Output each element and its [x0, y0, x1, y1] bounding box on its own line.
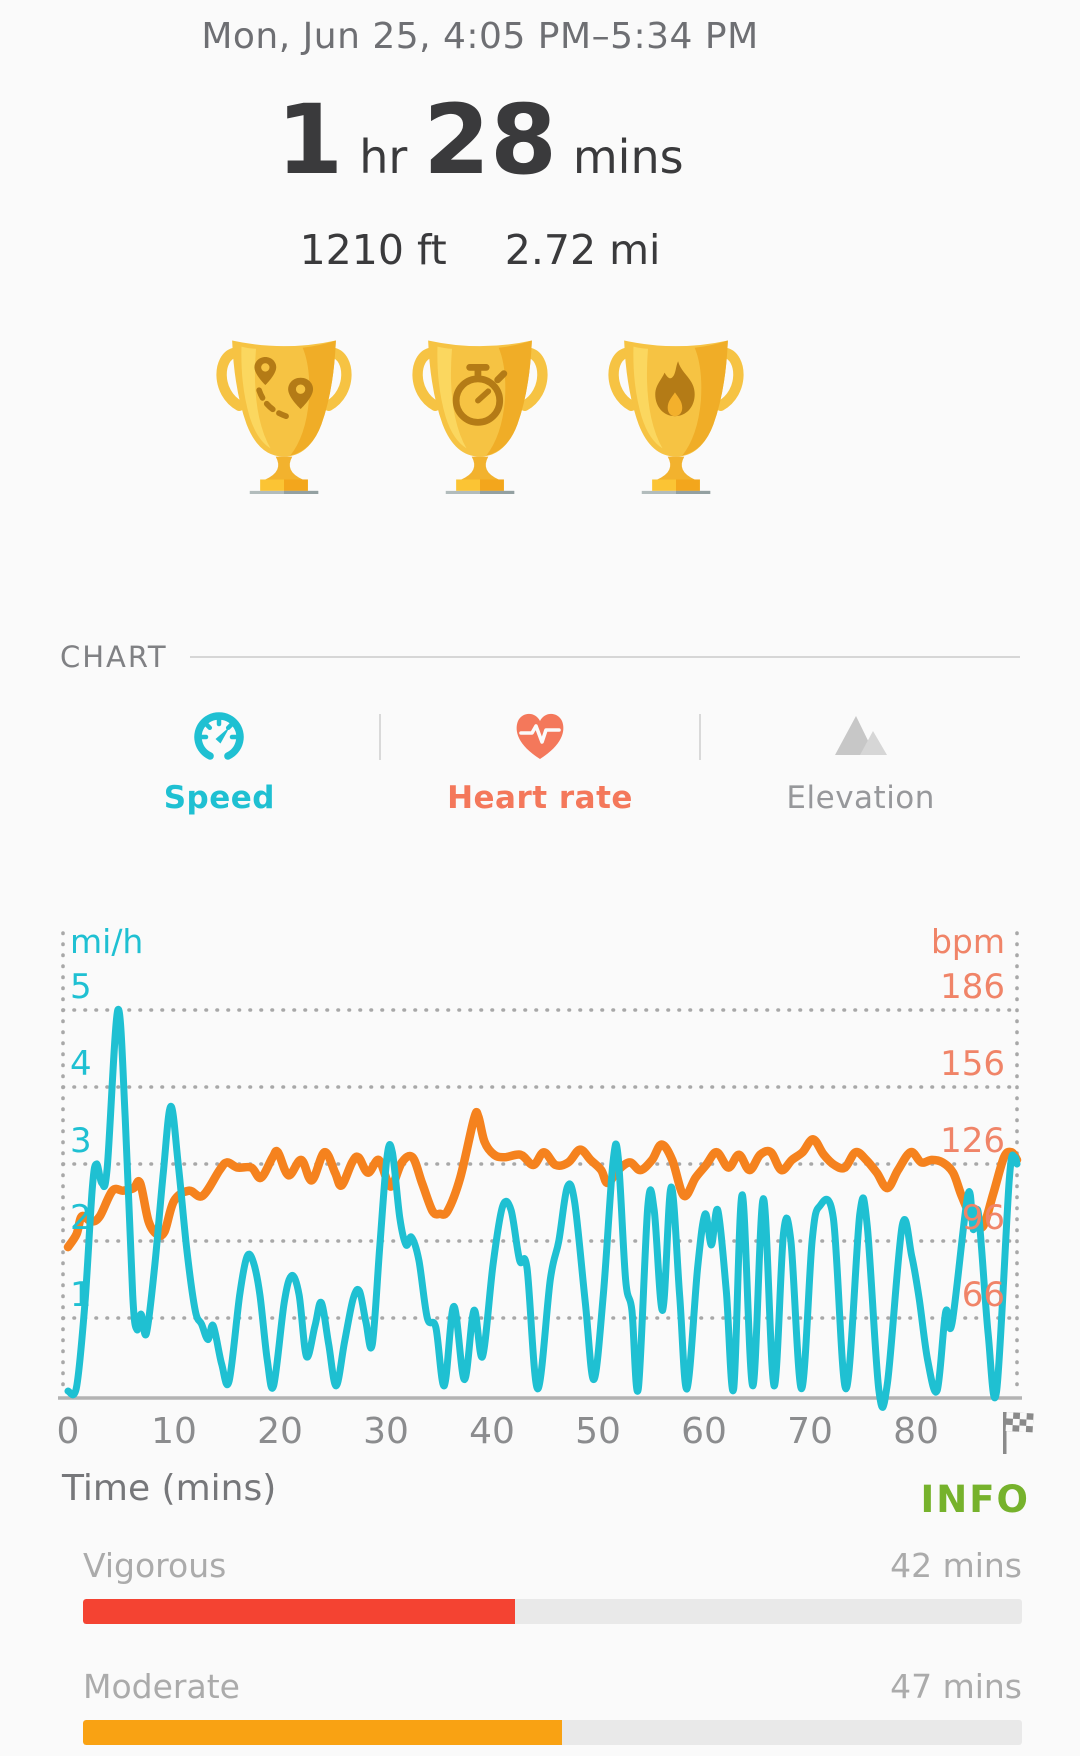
chart-tabs: Speed Heart rate Elevation: [60, 702, 1020, 816]
vigorous-label: Vigorous: [83, 1546, 227, 1585]
tab-elevation-label: Elevation: [786, 780, 935, 816]
x-axis-tick: 20: [257, 1411, 303, 1452]
chart-section-header: CHART: [60, 640, 1020, 674]
tab-speed-label: Speed: [163, 780, 275, 816]
achievement-trophies: [0, 328, 960, 494]
x-axis-tick: 60: [681, 1411, 727, 1452]
distance-value: 2.72 mi: [504, 226, 661, 274]
tab-heart-rate[interactable]: Heart rate: [381, 702, 700, 816]
duration-hours: 1: [276, 84, 344, 196]
x-axis-title: Time (mins): [62, 1468, 277, 1509]
speedometer-icon: [187, 702, 251, 768]
right-axis-unit: bpm: [931, 922, 1005, 961]
stopwatch-icon: [452, 364, 508, 426]
x-axis-tick: 70: [787, 1411, 833, 1452]
left-axis-tick: 2: [70, 1198, 92, 1238]
tab-elevation[interactable]: Elevation: [701, 702, 1020, 816]
series-speed: [64, 1005, 1021, 1411]
duration-hours-unit: hr: [359, 130, 408, 184]
activity-intensity-bars: Vigorous 42 mins Moderate 47 mins: [83, 1546, 1022, 1756]
route-distance-trophy[interactable]: [208, 328, 360, 494]
calories-trophy[interactable]: [600, 328, 752, 494]
tab-speed[interactable]: Speed: [60, 702, 379, 816]
right-axis-tick: 96: [962, 1198, 1005, 1238]
x-axis-tick: 80: [893, 1411, 939, 1452]
left-axis-tick: 5: [70, 967, 92, 1007]
vigorous-progress-fill: [83, 1599, 515, 1624]
x-axis-tick: 10: [151, 1411, 197, 1452]
right-axis-tick: 156: [940, 1044, 1005, 1084]
mountain-icon: [829, 702, 893, 768]
vigorous-progress-track: [83, 1599, 1022, 1624]
speed-heart-rate-chart: mi/h bpm 5 4 3 2 1 186 156 126 96 66 0 10 20 30 40 50 60 70…: [57, 922, 1022, 1452]
x-axis-tick: 40: [469, 1411, 515, 1452]
x-axis-tick: 0: [57, 1411, 80, 1452]
series-heart-rate: [63, 1107, 1022, 1252]
info-link[interactable]: INFO: [920, 1478, 1030, 1521]
elevation-gain-value: 1210 ft: [299, 226, 447, 274]
x-axis-tick: 50: [575, 1411, 621, 1452]
right-axis-tick: 66: [962, 1275, 1005, 1315]
moderate-minutes: 47 mins: [890, 1667, 1022, 1706]
duration-trophy[interactable]: [404, 328, 556, 494]
flame-icon: [655, 361, 695, 417]
moderate-progress-fill: [83, 1720, 562, 1745]
workout-datetime: Mon, Jun 25, 4:05 PM–5:34 PM: [201, 16, 759, 57]
x-axis-tick: 30: [363, 1411, 409, 1452]
right-axis-tick: 126: [940, 1121, 1005, 1161]
moderate-label: Moderate: [83, 1667, 240, 1706]
tab-divider: [699, 714, 702, 760]
vigorous-minutes: 42 mins: [890, 1546, 1022, 1585]
moderate-progress-track: [83, 1720, 1022, 1745]
left-axis-tick: 1: [70, 1275, 92, 1315]
left-axis-tick: 3: [70, 1121, 92, 1161]
chart-section-title: CHART: [60, 640, 168, 674]
finish-flag-icon: [994, 1408, 1040, 1456]
tab-heart-rate-label: Heart rate: [447, 780, 633, 816]
right-axis-tick: 186: [940, 967, 1005, 1007]
duration-minutes-unit: mins: [572, 130, 684, 184]
vigorous-bar-row: Vigorous 42 mins: [83, 1546, 1022, 1624]
map-pins-route-icon: [254, 357, 314, 420]
section-divider: [189, 656, 1020, 658]
left-axis-unit: mi/h: [70, 922, 143, 961]
tab-divider: [378, 714, 381, 760]
moderate-bar-row: Moderate 47 mins: [83, 1667, 1022, 1745]
heart-ecg-icon: [508, 702, 572, 768]
workout-stats: 1210 ft 2.72 mi: [0, 226, 960, 274]
left-axis-tick: 4: [70, 1044, 92, 1084]
duration-minutes: 28: [423, 84, 557, 196]
workout-duration: 1 hr 28 mins: [0, 92, 960, 188]
